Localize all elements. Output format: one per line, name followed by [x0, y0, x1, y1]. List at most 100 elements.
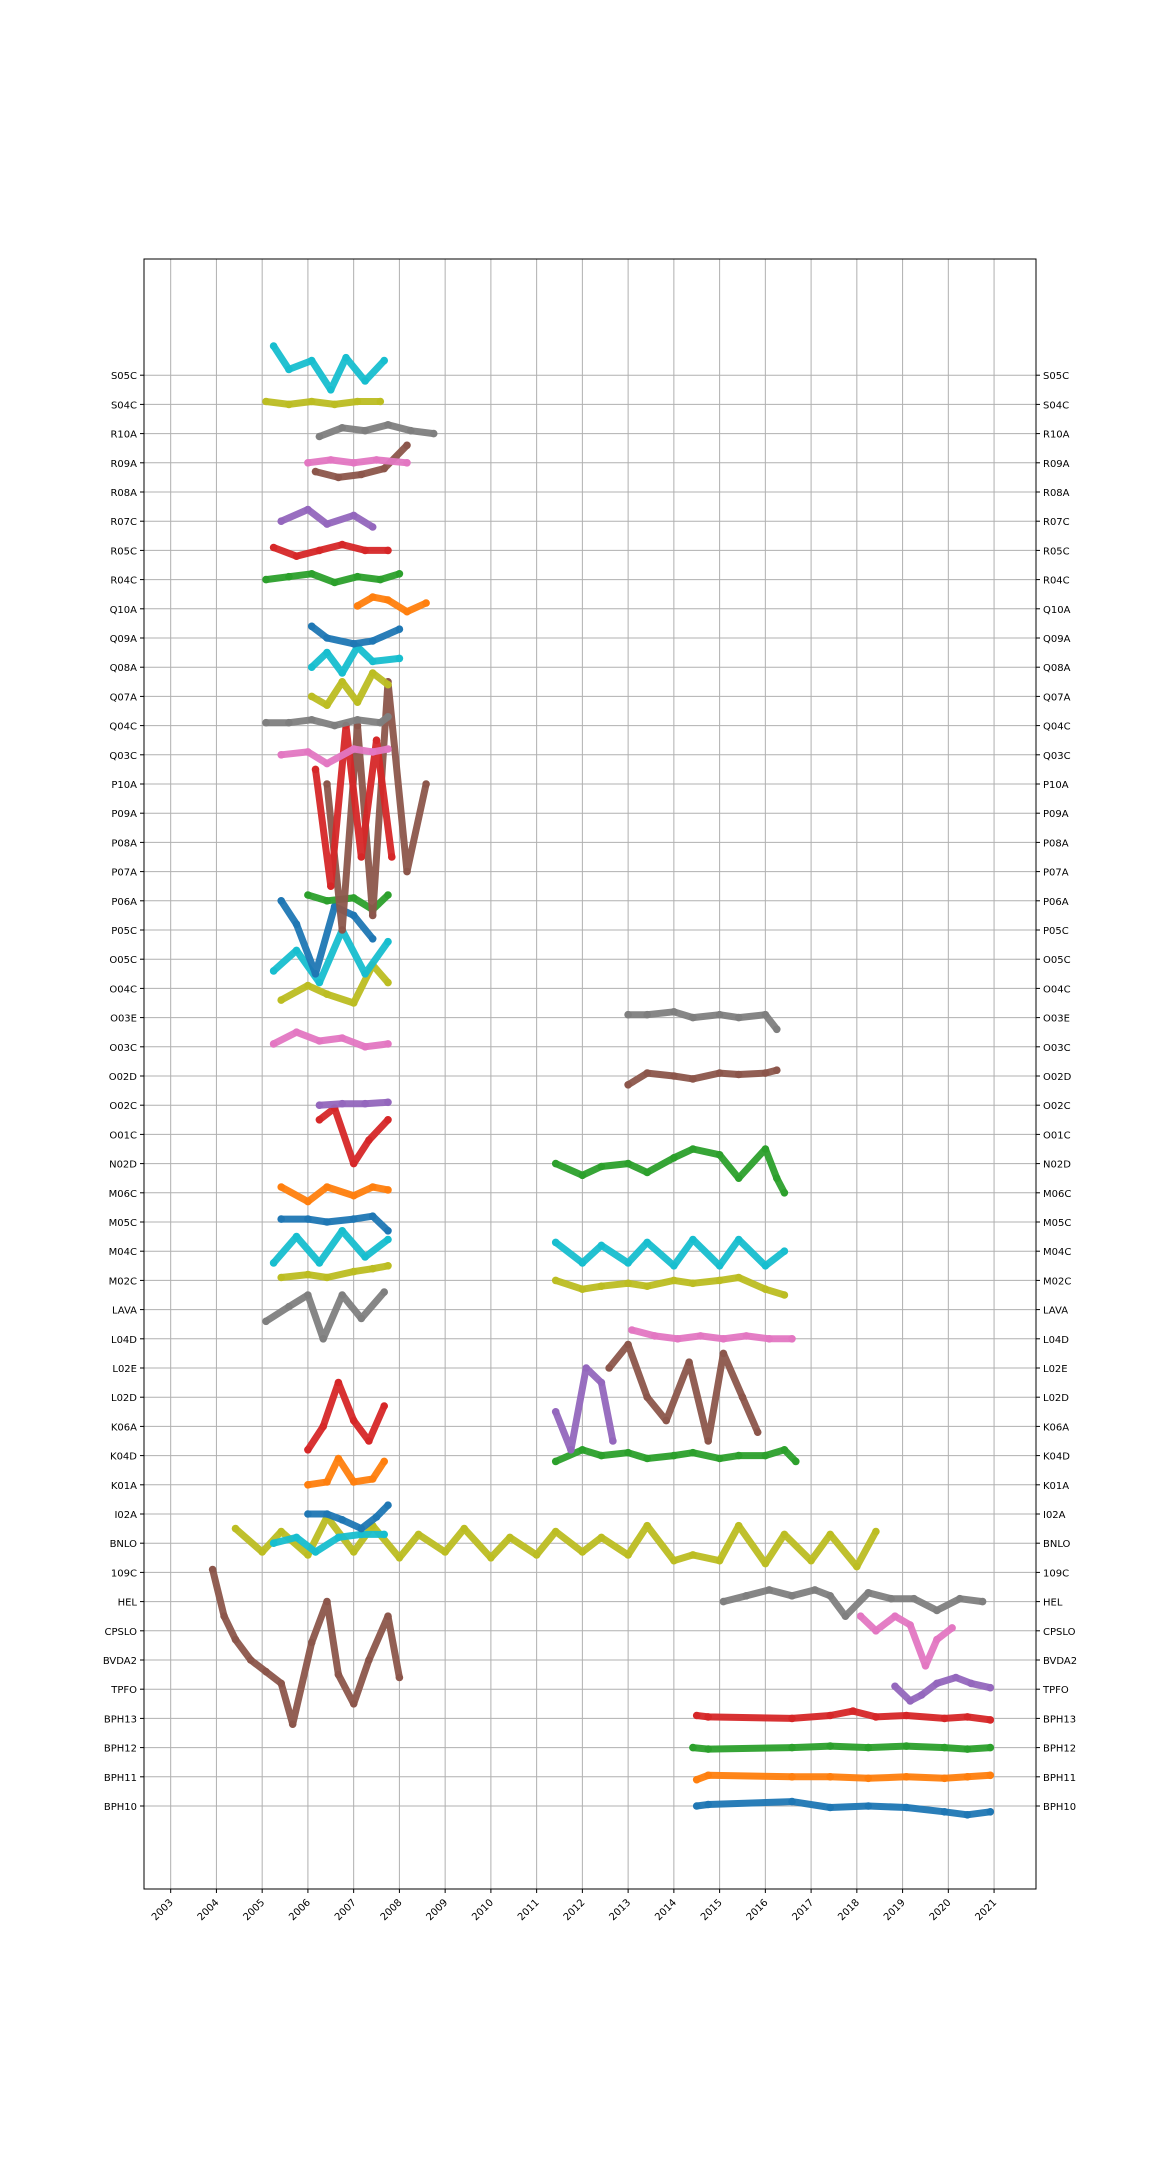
data-point [704, 1713, 712, 1721]
data-point [384, 1186, 392, 1194]
series-line [719, 1586, 987, 1620]
data-point [323, 780, 331, 788]
data-point [978, 1597, 987, 1606]
y-tick-label-left: L04D [111, 1335, 137, 1346]
data-point [368, 748, 377, 756]
y-tick-label-left: BPH10 [104, 1802, 137, 1813]
data-point [338, 1034, 347, 1042]
data-point [384, 1262, 392, 1270]
series-22 [277, 1212, 392, 1235]
data-point [670, 1451, 678, 1460]
data-point [662, 1416, 670, 1425]
series-line [354, 593, 430, 616]
data-point [349, 1191, 358, 1200]
data-point [643, 1168, 651, 1177]
data-point [643, 1454, 651, 1463]
data-point [734, 1521, 743, 1530]
data-point [353, 602, 362, 610]
data-point [963, 1811, 972, 1819]
data-point [349, 1416, 358, 1425]
y-tick-label-left: O01C [109, 1130, 137, 1141]
data-point [368, 1475, 377, 1483]
data-point [327, 882, 335, 890]
data-point [826, 1742, 834, 1750]
y-tick-label-left: M02C [109, 1276, 137, 1287]
data-point [780, 1291, 789, 1299]
data-point [906, 1697, 914, 1705]
data-point [338, 1227, 347, 1235]
y-tick-label-right: R10A [1043, 430, 1070, 441]
data-point [933, 1606, 941, 1615]
y-tick-label-left: R05C [110, 546, 137, 557]
data-point [506, 1533, 514, 1542]
data-point [902, 1803, 911, 1812]
data-point [624, 1081, 632, 1089]
data-point [349, 1478, 358, 1486]
y-tick-label-right: M06C [1043, 1189, 1071, 1200]
data-point [304, 748, 312, 756]
data-point [597, 1378, 606, 1387]
series-line [304, 1379, 388, 1454]
y-tick-label-left: M05C [109, 1218, 137, 1229]
data-point [395, 1673, 404, 1682]
data-point [692, 1802, 701, 1810]
y-tick-label-right: O03C [1043, 1043, 1071, 1054]
data-point [532, 1551, 541, 1559]
series-line [270, 1227, 392, 1267]
data-point [551, 1238, 560, 1247]
data-point [304, 981, 312, 990]
series-38 [307, 669, 392, 709]
data-point [285, 400, 293, 409]
data-point [349, 1548, 358, 1556]
data-point [734, 1013, 743, 1022]
y-tick-label-left: CPSLO [105, 1627, 138, 1638]
data-point [384, 1116, 392, 1124]
y-tick-label-right: M05C [1043, 1218, 1071, 1229]
data-point [304, 1510, 312, 1518]
data-point [734, 1451, 743, 1460]
data-point [624, 1448, 632, 1457]
data-point [384, 1235, 392, 1244]
series-2 [689, 1742, 995, 1753]
data-point [826, 1773, 834, 1781]
data-point [734, 1174, 743, 1182]
data-point [269, 1040, 278, 1048]
data-point [940, 1743, 949, 1752]
data-point [372, 456, 381, 464]
y-tick-label-right: 109C [1043, 1568, 1069, 1579]
data-point [605, 1364, 613, 1372]
data-point [357, 1530, 366, 1539]
series-27 [624, 1066, 781, 1089]
data-point [277, 996, 286, 1004]
data-point [384, 891, 392, 899]
data-point [624, 1551, 632, 1559]
y-tick-label-right: M04C [1043, 1247, 1071, 1258]
data-point [864, 1743, 873, 1752]
data-point [891, 1682, 899, 1691]
data-point [384, 546, 392, 555]
data-point [715, 1069, 724, 1077]
data-point [269, 1539, 278, 1547]
series-16 [628, 1326, 796, 1343]
x-tick-label: 2021 [973, 1897, 999, 1923]
x-tick-label: 2015 [699, 1897, 725, 1923]
data-point [349, 894, 358, 902]
series-7 [719, 1586, 987, 1620]
series-37 [262, 713, 392, 730]
data-point [380, 1402, 389, 1410]
data-point [715, 1151, 724, 1159]
data-point [704, 1771, 712, 1780]
data-point [368, 657, 377, 666]
data-point [853, 1562, 861, 1571]
data-point [780, 1247, 789, 1255]
data-point [285, 365, 293, 374]
data-point [327, 456, 335, 464]
data-point [262, 1667, 270, 1676]
series-line [315, 421, 438, 440]
data-point [262, 397, 270, 406]
data-point [670, 1262, 678, 1270]
data-point [948, 1624, 956, 1632]
data-point [361, 1099, 369, 1108]
data-point [307, 622, 316, 631]
